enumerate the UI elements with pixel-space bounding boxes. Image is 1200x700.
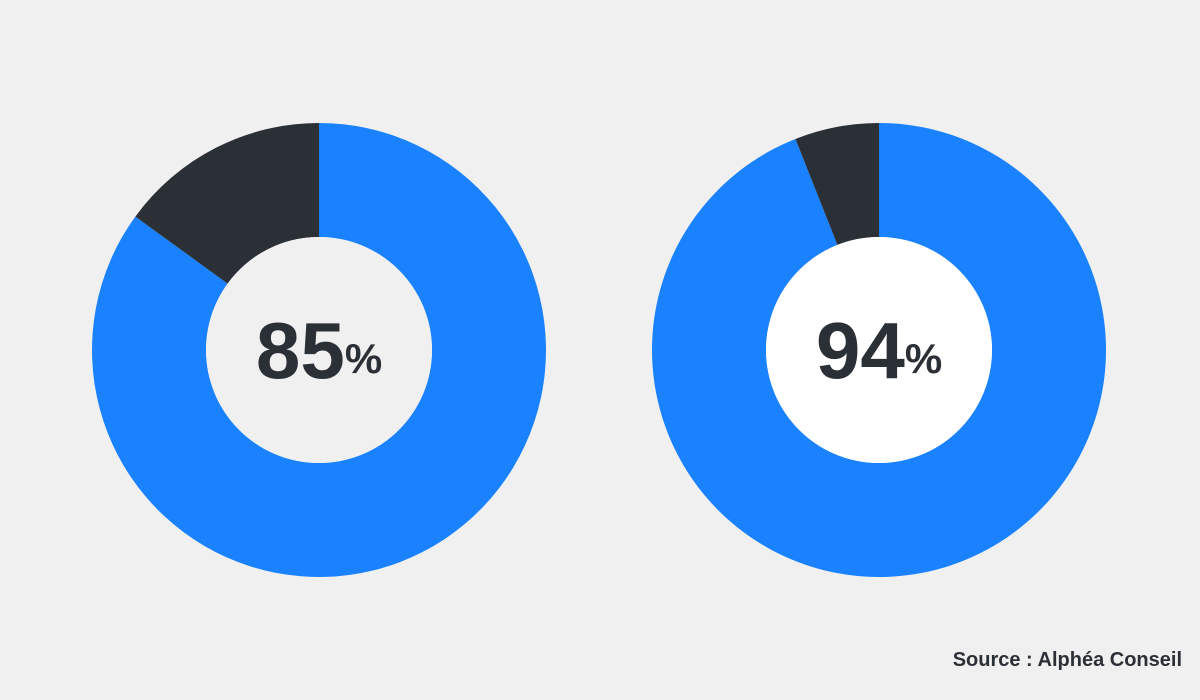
donut-segment	[795, 123, 879, 245]
donut-segment	[651, 123, 1106, 577]
donut-hole	[206, 237, 432, 463]
donut-segment	[91, 123, 547, 577]
donut-hole	[766, 237, 992, 463]
donut-segment	[135, 123, 319, 284]
center-label: 85%	[256, 306, 382, 395]
source: Source : Alphéa Conseil	[953, 649, 1182, 671]
center-label: 94%	[816, 306, 942, 395]
